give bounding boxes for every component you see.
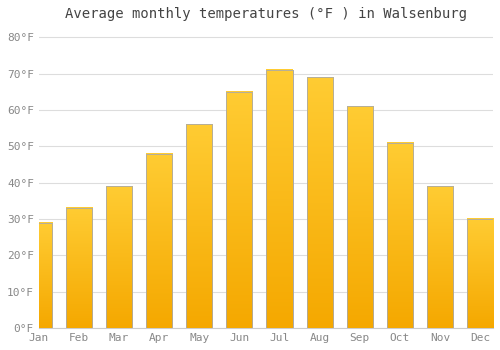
Bar [106, 186, 132, 328]
Title: Average monthly temperatures (°F ) in Walsenburg: Average monthly temperatures (°F ) in Wa… [65, 7, 467, 21]
Bar [427, 186, 453, 328]
Bar [346, 106, 372, 328]
Bar [266, 70, 292, 328]
Bar [467, 219, 493, 328]
Bar [346, 106, 372, 328]
Bar [26, 223, 52, 328]
Bar [387, 143, 413, 328]
Bar [387, 143, 413, 328]
Bar [186, 125, 212, 328]
Bar [226, 92, 252, 328]
Bar [306, 77, 332, 328]
Bar [106, 186, 132, 328]
Bar [186, 125, 212, 328]
Bar [226, 92, 252, 328]
Bar [427, 186, 453, 328]
Bar [146, 154, 172, 328]
Bar [66, 208, 92, 328]
Bar [26, 223, 52, 328]
Bar [266, 70, 292, 328]
Bar [467, 219, 493, 328]
Bar [306, 77, 332, 328]
Bar [146, 154, 172, 328]
Bar [66, 208, 92, 328]
